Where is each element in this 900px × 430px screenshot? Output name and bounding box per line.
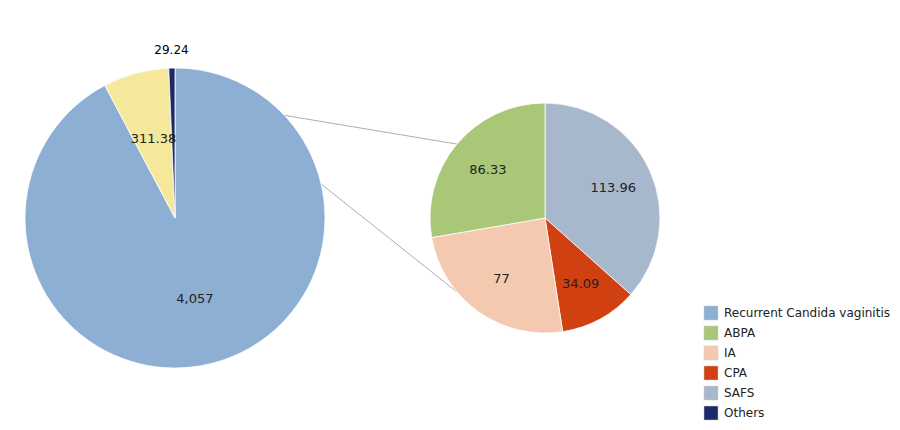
legend-item: SAFS (704, 386, 754, 400)
legend-label: ABPA (724, 326, 756, 340)
legend: Recurrent Candida vaginitis ABPA IA CPA SAFS… (704, 306, 890, 420)
data-label: 86.33 (469, 162, 506, 177)
legend-label: Recurrent Candida vaginitis (724, 306, 890, 320)
pie-slice (430, 103, 545, 238)
legend-item: ABPA (704, 326, 756, 340)
legend-swatch (704, 306, 718, 320)
legend-label: Others (724, 406, 764, 420)
legend-item: CPA (704, 366, 748, 380)
legend-item: Recurrent Candida vaginitis (704, 306, 890, 320)
legend-swatch (704, 346, 718, 360)
pie-slice (432, 218, 563, 333)
legend-label: IA (724, 346, 737, 360)
legend-item: IA (704, 346, 737, 360)
pie (430, 103, 660, 333)
data-label: 34.09 (562, 276, 599, 291)
pie-slice (25, 68, 325, 368)
data-label: 311.38 (131, 131, 177, 146)
data-label: 4,057 (176, 291, 213, 306)
data-label: 77 (493, 271, 510, 286)
legend-label: CPA (724, 366, 748, 380)
legend-label: SAFS (724, 386, 754, 400)
legend-swatch (704, 406, 718, 420)
data-labels: 4,057 311.38 29.24 (131, 43, 214, 306)
data-labels: 113.96 34.09 77 86.33 (469, 162, 636, 291)
legend-item: Others (704, 406, 764, 420)
data-label: 29.24 (154, 43, 188, 57)
data-label: 113.96 (590, 180, 636, 195)
legend-swatch (704, 386, 718, 400)
pie (25, 68, 325, 368)
legend-swatch (704, 326, 718, 340)
legend-swatch (704, 366, 718, 380)
chart: 4,057 311.38 29.24 113.96 34.09 77 86.33 Recurr… (0, 0, 900, 430)
